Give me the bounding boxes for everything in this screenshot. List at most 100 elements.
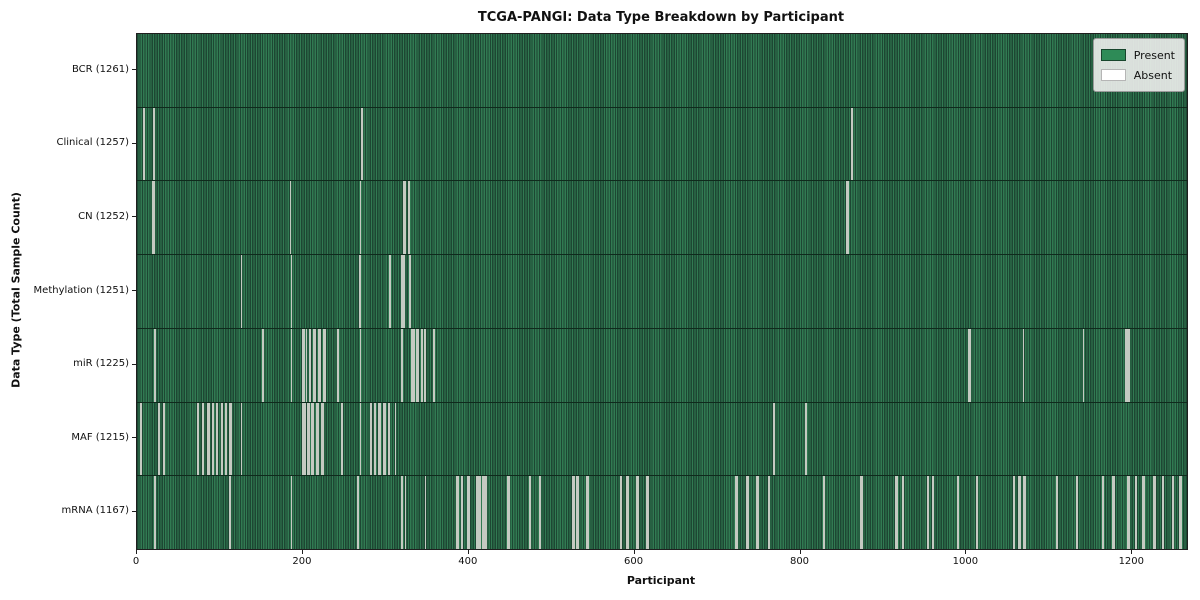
- absent-mark: [1143, 476, 1145, 550]
- y-tick-mark: [132, 142, 136, 144]
- absent-mark: [421, 328, 424, 402]
- absent-mark: [479, 476, 482, 550]
- absent-mark: [805, 402, 807, 476]
- absent-mark: [229, 402, 232, 476]
- absent-mark: [1102, 476, 1105, 550]
- y-tick-label: MAF (1215): [71, 431, 129, 443]
- absent-mark: [394, 402, 397, 476]
- absent-mark: [153, 181, 155, 255]
- absent-mark: [359, 255, 362, 328]
- legend-present-label: Present: [1133, 48, 1175, 62]
- y-tick-label: miR (1225): [73, 358, 129, 370]
- absent-mark: [308, 402, 310, 476]
- absent-mark: [290, 255, 293, 328]
- absent-mark: [627, 476, 629, 550]
- absent-mark: [143, 107, 145, 181]
- absent-mark: [1154, 476, 1156, 550]
- absent-mark: [361, 107, 364, 181]
- absent-mark: [1024, 476, 1026, 550]
- absent-mark: [927, 476, 930, 550]
- legend-present-swatch: [1100, 49, 1126, 61]
- absent-mark: [976, 476, 979, 550]
- absent-mark: [163, 402, 165, 476]
- absent-mark: [746, 476, 749, 550]
- x-tick-mark: [965, 550, 967, 554]
- absent-mark: [408, 181, 410, 255]
- absent-mark: [409, 255, 412, 328]
- absent-mark: [424, 328, 427, 402]
- absent-mark: [1180, 476, 1183, 550]
- absent-mark: [197, 402, 200, 476]
- absent-mark: [1162, 476, 1165, 550]
- absent-mark: [1172, 476, 1175, 550]
- absent-mark: [482, 476, 485, 550]
- x-tick-mark: [633, 550, 635, 554]
- absent-mark: [388, 402, 390, 476]
- heatmap-row-mrna: [137, 475, 1187, 550]
- absent-mark: [457, 476, 459, 550]
- heatmap-row-bcr: [137, 34, 1187, 107]
- absent-mark: [861, 476, 863, 550]
- y-tick-label: Clinical (1257): [56, 137, 130, 149]
- heatmap-row-cn: [137, 180, 1187, 255]
- absent-mark: [424, 476, 427, 550]
- absent-mark: [374, 402, 377, 476]
- absent-mark: [577, 476, 579, 550]
- absent-mark: [383, 402, 386, 476]
- absent-mark: [318, 328, 321, 402]
- x-tick-label: 1000: [952, 556, 979, 567]
- absent-mark: [403, 255, 405, 328]
- absent-mark: [225, 402, 228, 476]
- absent-mark: [153, 107, 155, 181]
- absent-mark: [359, 402, 362, 476]
- legend-absent-label: Absent: [1133, 68, 1173, 82]
- absent-mark: [158, 402, 160, 476]
- absent-mark: [1125, 328, 1128, 402]
- absent-mark: [485, 476, 488, 550]
- x-tick-label: 200: [292, 556, 312, 567]
- absent-mark: [433, 328, 435, 402]
- absent-mark: [417, 328, 419, 402]
- absent-mark: [303, 328, 305, 402]
- legend-entry-absent: Absent: [1100, 65, 1175, 85]
- absent-mark: [212, 402, 215, 476]
- absent-mark: [477, 476, 479, 550]
- absent-mark: [401, 476, 404, 550]
- y-tick-mark: [132, 510, 136, 512]
- absent-mark: [154, 476, 156, 550]
- absent-mark: [507, 476, 510, 550]
- x-tick-mark: [799, 550, 801, 554]
- absent-mark: [1019, 476, 1021, 550]
- absent-mark: [139, 402, 142, 476]
- y-tick-mark: [132, 290, 136, 291]
- absent-mark: [773, 402, 776, 476]
- absent-mark: [337, 328, 339, 402]
- absent-mark: [262, 328, 265, 402]
- absent-mark: [403, 181, 406, 255]
- legend-absent-swatch: [1100, 69, 1126, 81]
- chart-title: TCGA-PANGI: Data Type Breakdown by Parti…: [477, 10, 845, 25]
- heatmap-row-maf: [137, 401, 1187, 476]
- absent-mark: [1128, 328, 1130, 402]
- x-tick-mark: [1131, 550, 1133, 554]
- heatmap-row-mir: [137, 327, 1187, 402]
- absent-mark: [240, 402, 243, 476]
- y-tick-label: Methylation (1251): [33, 284, 129, 296]
- absent-mark: [851, 107, 853, 181]
- heatmap-rows: [137, 34, 1187, 550]
- absent-mark: [1113, 476, 1115, 550]
- x-tick-mark: [301, 550, 303, 554]
- absent-mark: [539, 476, 542, 550]
- x-tick-label: 1200: [1118, 556, 1145, 567]
- y-tick-label: BCR (1261): [71, 63, 129, 75]
- absent-mark: [587, 476, 589, 550]
- absent-mark: [303, 402, 306, 476]
- x-axis-label: Participant: [626, 574, 696, 587]
- absent-mark: [768, 476, 771, 550]
- absent-mark: [389, 255, 392, 328]
- absent-mark: [529, 476, 532, 550]
- x-tick-label: 800: [789, 556, 810, 567]
- x-tick-label: 600: [624, 556, 644, 567]
- absent-mark: [154, 328, 156, 402]
